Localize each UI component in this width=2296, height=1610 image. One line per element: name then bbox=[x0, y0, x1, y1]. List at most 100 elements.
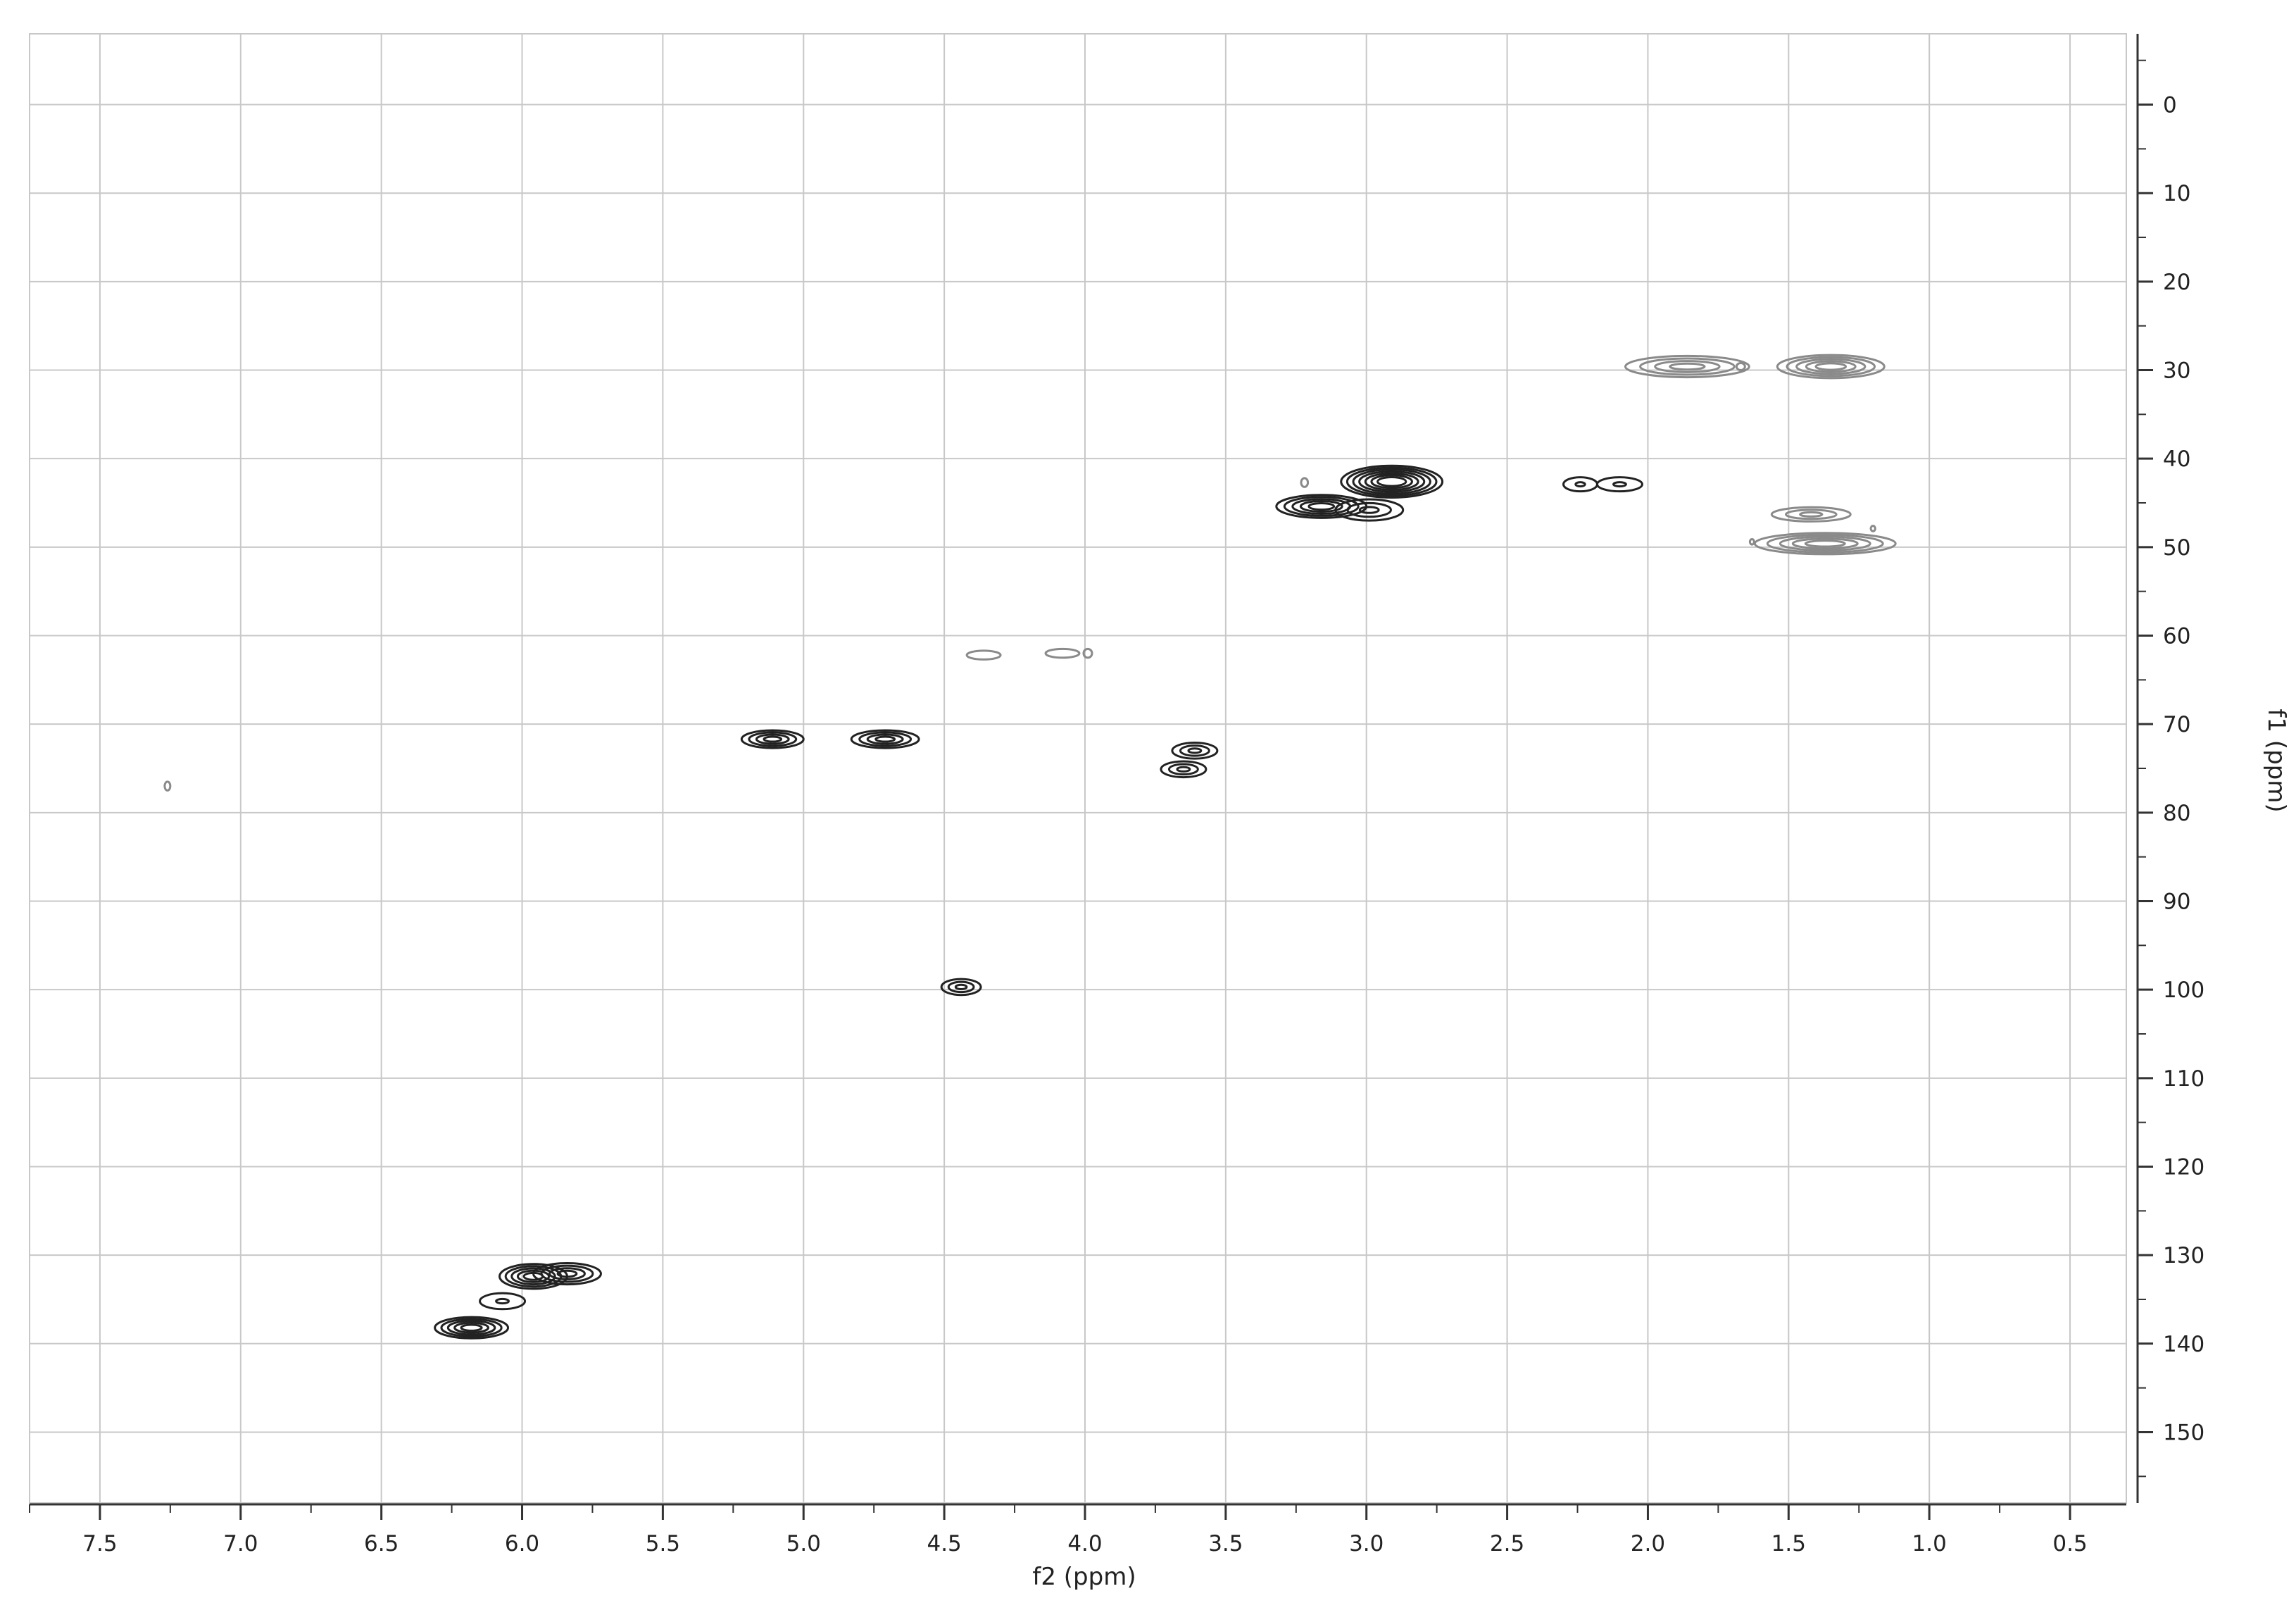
grid bbox=[30, 34, 2126, 1503]
contour-level bbox=[1753, 532, 1897, 556]
x-tick-label: 4.5 bbox=[927, 1531, 961, 1556]
x-tick-label: 0.5 bbox=[2052, 1531, 2087, 1556]
contour-level bbox=[1795, 358, 1867, 375]
y-tick-label: 130 bbox=[2163, 1243, 2204, 1268]
x-axis-title: f2 (ppm) bbox=[1032, 1563, 1136, 1591]
peak-1 bbox=[434, 1316, 510, 1340]
y-tick-label: 60 bbox=[2163, 624, 2190, 649]
contour-level bbox=[1654, 360, 1721, 373]
x-axis: 7.5 7.0 6.5 6.0 5.5 5.0 4.5 4.0 3.5 3.0 2.5 2.0 1.5 1… bbox=[29, 1503, 2126, 1556]
contour-peaks bbox=[163, 354, 1897, 1340]
contour-level bbox=[434, 1316, 510, 1340]
contour-level bbox=[1044, 647, 1081, 659]
x-tick-label: 5.5 bbox=[646, 1531, 680, 1556]
contour-level bbox=[1334, 498, 1405, 522]
contour-level bbox=[1340, 464, 1444, 499]
peak-16 bbox=[1334, 498, 1405, 522]
y-tick-label: 20 bbox=[2163, 270, 2190, 295]
contour-level bbox=[1370, 474, 1413, 489]
x-tick-label: 7.0 bbox=[223, 1531, 258, 1556]
peak-5 bbox=[740, 729, 805, 749]
x-tick-label: 6.0 bbox=[505, 1531, 539, 1556]
contour-level bbox=[954, 983, 968, 991]
contour-level bbox=[858, 731, 912, 747]
contour-level bbox=[1307, 501, 1336, 511]
peak-10 bbox=[1082, 647, 1093, 659]
peak-24 bbox=[1748, 538, 1755, 546]
y-tick-label: 70 bbox=[2163, 712, 2190, 737]
peak-14 bbox=[1340, 464, 1444, 499]
y-tick-label: 120 bbox=[2163, 1154, 2204, 1180]
contour-level bbox=[748, 731, 798, 747]
y-tick-label: 140 bbox=[2163, 1332, 2204, 1357]
x-tick-label: 1.0 bbox=[1912, 1531, 1947, 1556]
peak-6 bbox=[850, 729, 920, 749]
contour-level bbox=[940, 978, 982, 997]
peak-11 bbox=[1171, 742, 1219, 760]
contour-level bbox=[1352, 468, 1431, 495]
peak-18 bbox=[1596, 476, 1643, 493]
contour-level bbox=[1187, 747, 1203, 754]
y-tick-label: 0 bbox=[2163, 93, 2177, 118]
plot-frame bbox=[29, 33, 2127, 1504]
contour-level bbox=[1669, 362, 1706, 371]
peak-15 bbox=[1300, 477, 1310, 488]
x-tick-label: 3.5 bbox=[1208, 1531, 1243, 1556]
contour-level bbox=[1624, 354, 1750, 379]
x-tick-label: 7.5 bbox=[82, 1531, 117, 1556]
contour-level bbox=[1358, 506, 1380, 514]
contour-level bbox=[1799, 511, 1824, 518]
contour-level bbox=[446, 1320, 496, 1336]
peak-19 bbox=[1624, 354, 1750, 379]
contour-level bbox=[1791, 537, 1859, 550]
x-tick-label: 2.0 bbox=[1631, 1531, 1665, 1556]
contour-level bbox=[440, 1318, 503, 1338]
y-tick-label: 50 bbox=[2163, 535, 2190, 561]
peak-4 bbox=[532, 1261, 602, 1286]
contour-level bbox=[1345, 466, 1438, 497]
x-tick-label: 3.0 bbox=[1349, 1531, 1384, 1556]
y-tick-label: 40 bbox=[2163, 447, 2190, 472]
contour-level bbox=[1814, 362, 1848, 371]
contour-level bbox=[1869, 525, 1876, 532]
contour-level bbox=[510, 1267, 556, 1286]
contour-level bbox=[1786, 356, 1876, 377]
contour-level bbox=[548, 1267, 586, 1280]
contour-level bbox=[874, 735, 896, 743]
y-tick-label: 30 bbox=[2163, 358, 2190, 384]
peak-25 bbox=[1869, 525, 1876, 532]
contour-level bbox=[495, 1297, 510, 1305]
y-tick-label: 80 bbox=[2163, 801, 2190, 826]
contour-level bbox=[1346, 501, 1392, 518]
y-tick-label: 150 bbox=[2163, 1420, 2204, 1445]
y-tick-label: 10 bbox=[2163, 181, 2190, 206]
contour-level bbox=[1770, 506, 1852, 523]
contour-level bbox=[1283, 496, 1360, 517]
contour-level bbox=[540, 1264, 594, 1283]
contour-level bbox=[1766, 533, 1884, 554]
y-tick-label: 90 bbox=[2163, 889, 2190, 914]
contour-level bbox=[1639, 357, 1736, 376]
contour-level bbox=[850, 729, 920, 749]
contour-level bbox=[1299, 500, 1343, 513]
contour-level bbox=[1784, 508, 1838, 520]
contour-level bbox=[740, 729, 805, 749]
x-tick-label: 5.0 bbox=[786, 1531, 821, 1556]
contour-level bbox=[1804, 539, 1846, 548]
contour-level bbox=[965, 649, 1002, 661]
y-axis: 0 10 20 30 40 50 60 70 80 90 100 110 120 130 140 150 bbox=[2136, 34, 2204, 1503]
contour-level bbox=[1167, 763, 1199, 775]
peak-23 bbox=[1753, 532, 1897, 556]
contour-level bbox=[1612, 481, 1627, 488]
contour-level bbox=[1171, 742, 1219, 760]
contour-level bbox=[866, 733, 904, 745]
contour-level bbox=[1358, 470, 1426, 493]
contour-level bbox=[1748, 538, 1755, 546]
contour-level bbox=[556, 1269, 578, 1278]
contour-level bbox=[1779, 535, 1871, 551]
contour-level bbox=[532, 1261, 602, 1286]
contour-level bbox=[755, 733, 790, 745]
contour-level bbox=[947, 980, 975, 994]
contour-level bbox=[1596, 476, 1643, 493]
